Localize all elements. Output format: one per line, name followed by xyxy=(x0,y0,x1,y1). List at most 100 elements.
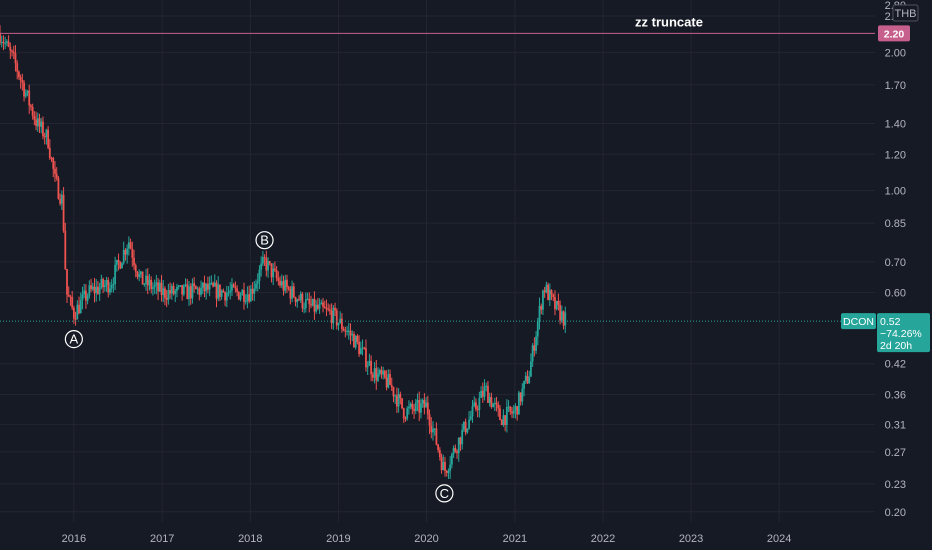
candle xyxy=(428,409,431,435)
candle xyxy=(47,126,50,150)
candle xyxy=(219,284,221,302)
candle xyxy=(433,427,436,436)
x-tick-label: 2021 xyxy=(503,533,527,545)
candle xyxy=(411,400,414,415)
candle xyxy=(5,39,8,47)
candle xyxy=(396,387,398,414)
candle xyxy=(328,304,331,315)
candle xyxy=(152,282,154,296)
y-tick-label: 1.00 xyxy=(885,186,906,198)
candle xyxy=(119,260,122,270)
currency-label[interactable]: THB xyxy=(892,4,919,22)
candle xyxy=(423,393,426,415)
candle xyxy=(497,401,500,417)
candle xyxy=(208,276,211,297)
y-tick-label: 0.36 xyxy=(885,389,906,401)
candle xyxy=(231,278,233,297)
candle xyxy=(354,334,357,350)
candle xyxy=(95,279,98,302)
candle xyxy=(409,402,412,410)
svg-text:C: C xyxy=(440,486,449,501)
wave-label-c[interactable]: C xyxy=(435,484,454,503)
candle xyxy=(341,313,343,333)
candle xyxy=(253,280,256,302)
candle xyxy=(517,390,520,415)
candle xyxy=(66,268,68,303)
y-tick-label: 0.60 xyxy=(885,288,906,300)
candle xyxy=(167,283,170,305)
candle xyxy=(98,282,101,301)
candle xyxy=(445,469,448,477)
candle xyxy=(511,406,513,419)
candle xyxy=(138,269,141,282)
candle xyxy=(33,111,36,126)
candle xyxy=(23,80,25,102)
candle xyxy=(471,400,474,423)
candle xyxy=(28,84,31,114)
candle xyxy=(303,302,306,314)
candle xyxy=(375,360,378,390)
candle xyxy=(296,298,299,308)
candle xyxy=(404,416,407,422)
candle xyxy=(514,403,517,419)
candle xyxy=(554,290,556,316)
candle xyxy=(186,278,189,300)
x-tick-label: 2018 xyxy=(238,533,262,545)
candle xyxy=(516,405,519,421)
candle xyxy=(291,280,293,303)
candle xyxy=(387,369,390,389)
candle xyxy=(382,366,385,380)
y-tick-label: 1.40 xyxy=(885,119,906,131)
candle xyxy=(265,250,268,277)
x-tick-label: 2019 xyxy=(326,533,350,545)
candle xyxy=(378,368,381,377)
candle xyxy=(19,74,22,89)
candle xyxy=(564,306,567,334)
candle xyxy=(366,361,369,376)
candle xyxy=(332,305,335,330)
candle xyxy=(530,353,532,377)
candle xyxy=(67,286,70,297)
candle xyxy=(371,371,374,382)
candle xyxy=(368,353,371,366)
candle xyxy=(121,262,123,269)
candle xyxy=(519,392,522,406)
candle xyxy=(401,398,403,410)
candle xyxy=(487,380,489,403)
x-tick-label: 2020 xyxy=(414,533,438,545)
candle xyxy=(133,249,135,270)
candle xyxy=(399,391,402,405)
candle xyxy=(495,396,498,412)
candle xyxy=(40,118,43,134)
candle xyxy=(97,281,99,296)
candle xyxy=(356,334,359,345)
candle xyxy=(504,414,507,432)
price-axis[interactable]: 0.20 0.23 0.27 0.31 0.36 0.42 0.60 0.70 0.85 1.00… xyxy=(885,0,919,519)
candle xyxy=(102,277,104,294)
candle xyxy=(277,271,280,286)
candle xyxy=(71,290,74,311)
current-price-change: −74.26% xyxy=(880,328,922,340)
wave-label-b[interactable]: B xyxy=(255,231,274,250)
time-axis[interactable]: 2016 2017 2018 2019 2020 2021 2022 2023 2024 xyxy=(62,533,792,545)
candle xyxy=(359,341,362,355)
candle xyxy=(184,278,187,288)
candle xyxy=(505,399,508,433)
candle xyxy=(232,282,235,288)
candle xyxy=(279,276,281,288)
candle xyxy=(361,339,364,356)
candle xyxy=(499,405,501,421)
candle xyxy=(557,293,560,311)
y-tick-label: 1.20 xyxy=(885,149,906,161)
candle xyxy=(18,70,20,80)
candle xyxy=(234,281,237,293)
candle xyxy=(406,406,409,421)
candle xyxy=(437,443,440,453)
candle xyxy=(176,283,178,298)
wave-label-a[interactable]: A xyxy=(64,330,83,349)
candle xyxy=(11,49,13,57)
candle xyxy=(483,379,486,401)
candle xyxy=(432,421,434,441)
candle xyxy=(280,274,283,289)
candle xyxy=(334,302,336,316)
